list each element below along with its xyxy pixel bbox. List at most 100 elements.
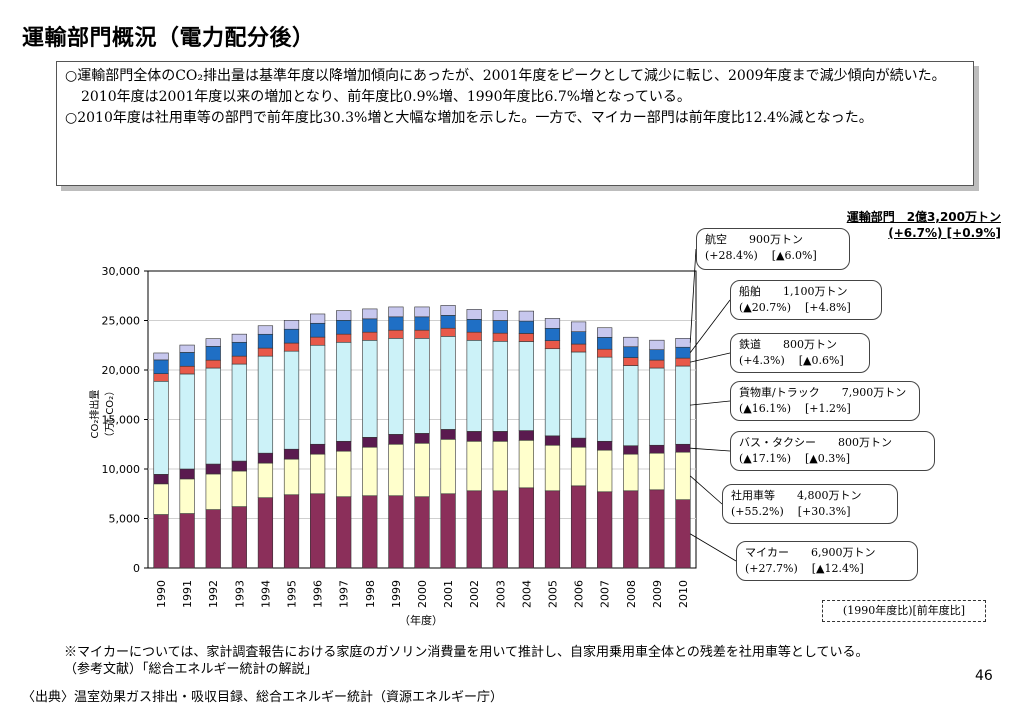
bar-segment (388, 495, 404, 569)
bar-segment (440, 305, 456, 316)
bar-segment (231, 341, 247, 357)
callout-shipping: 船舶 1,100万トン (▲20.7%) [+4.8%] (730, 280, 882, 320)
bar-segment (257, 325, 274, 335)
bar-segment (310, 344, 326, 445)
callout-railway-name: 鉄道 (739, 338, 761, 351)
bar-segment (283, 494, 300, 569)
bar-segment (623, 336, 639, 348)
page-title: 運輸部門概況（電力配分後） (22, 26, 315, 51)
bar-segment (544, 318, 561, 329)
bar-segment (388, 316, 404, 331)
bar-segment (518, 341, 534, 431)
footnote-reference: （参考文献）「総合エネルギー統計の解説」 (64, 662, 318, 677)
bar-segment (414, 316, 430, 331)
callout-freight-name: 貨物車/トラック (739, 386, 820, 399)
callout-leader-line (690, 400, 731, 406)
bar-segment (675, 338, 691, 348)
bar-segment (414, 442, 430, 498)
bar-segment (440, 429, 456, 440)
y-tick-label: 10,000 (102, 463, 141, 476)
bar-segment (283, 458, 300, 496)
bar-segment (310, 453, 326, 495)
bar-segment (257, 347, 274, 357)
chart-axes: 0 5,000 10,000 15,000 20,000 25,000 30,000 1990… (102, 265, 690, 608)
bar-segment (336, 450, 352, 498)
x-tick-label: 1992 (207, 580, 220, 608)
bar-segment (388, 306, 404, 318)
bar-segment (310, 322, 326, 338)
bar-segment (518, 310, 534, 322)
y-tick-label: 25,000 (102, 315, 141, 328)
bar-segment (310, 493, 326, 569)
x-tick-label: 1997 (338, 580, 351, 608)
bar-segment (649, 359, 665, 369)
bar-segment (231, 363, 247, 462)
bar-segment (336, 341, 352, 442)
bar-segment (388, 443, 404, 497)
bar-segment (179, 478, 195, 514)
bar-segment (492, 431, 508, 442)
bar-segment (597, 337, 613, 350)
callout-private-cars-value: 6,900万トン (811, 546, 876, 559)
bar-segment (440, 327, 456, 337)
bar-segment (440, 315, 456, 329)
bar-segment (153, 380, 169, 475)
callout-leader-line (690, 352, 731, 363)
x-tick-label: 2002 (468, 580, 481, 608)
bar-segment (388, 434, 404, 445)
bar-segment (649, 452, 665, 491)
bar-segment (283, 342, 300, 352)
callout-company-cars: 社用車等 4,800万トン (+55.2%) [+30.3%] (722, 484, 898, 524)
y-tick-label: 0 (133, 562, 140, 575)
bar-segment (283, 448, 300, 460)
bar-segment (310, 313, 326, 324)
bar-segment (466, 319, 482, 333)
y-tick-label: 20,000 (102, 364, 141, 377)
bar-segment (623, 453, 639, 492)
bar-segment (570, 321, 587, 332)
callout-private-cars: マイカー 6,900万トン (+27.7%) [▲12.4%] (736, 541, 918, 581)
bar-segment (597, 348, 613, 358)
callout-aviation: 航空 900万トン (+28.4%) [▲6.0%] (696, 228, 850, 270)
callout-leader-line (689, 475, 723, 505)
bar-segment (518, 333, 534, 342)
callout-private-cars-vsprev: [▲12.4%] (811, 562, 864, 575)
bar-segment (597, 327, 613, 338)
bar-segment (336, 333, 352, 343)
bar-segment (231, 506, 247, 569)
callout-aviation-name: 航空 (705, 233, 727, 246)
bar-segment (336, 320, 352, 335)
callout-railway-value: 800万トン (783, 338, 837, 351)
bar-segment (362, 318, 378, 333)
summary-paragraph-2: ○2010年度は社用車等の部門で前年度比30.3%増と大幅な増加を示した。一方で… (65, 110, 873, 126)
bar-segment (179, 352, 195, 367)
bar-segment (544, 444, 561, 492)
bar-segment (597, 440, 613, 451)
bar-segment (466, 339, 482, 432)
bar-segment (257, 333, 274, 349)
bar-segment (492, 440, 508, 492)
callout-company-cars-vsprev: [+30.3%] (797, 505, 851, 518)
callout-private-cars-name: マイカー (745, 546, 789, 559)
transport-total-amount: 運輸部門 2億3,200万トン (846, 210, 1001, 224)
bar-segment (153, 514, 169, 569)
x-tick-label: 2009 (651, 580, 664, 608)
callout-leader-lines (689, 248, 737, 562)
bar-segment (179, 365, 195, 375)
x-tick-label: 2003 (494, 580, 507, 608)
bar-segment (231, 333, 247, 343)
bar-segment (310, 336, 326, 346)
bar-segment (544, 328, 561, 341)
callout-shipping-vs1990: (▲20.7%) (739, 301, 791, 314)
callout-railway-vsprev: [▲0.6%] (798, 354, 844, 367)
bar-segment (388, 338, 404, 435)
callout-company-cars-value: 4,800万トン (797, 489, 862, 502)
bar-segment (570, 351, 587, 439)
bar-segment (440, 438, 456, 495)
bar-segment (518, 487, 534, 569)
x-tick-label: 2004 (520, 580, 533, 608)
bar-segment (466, 309, 482, 320)
bar-segment (362, 446, 378, 497)
bar-segment (440, 336, 456, 430)
